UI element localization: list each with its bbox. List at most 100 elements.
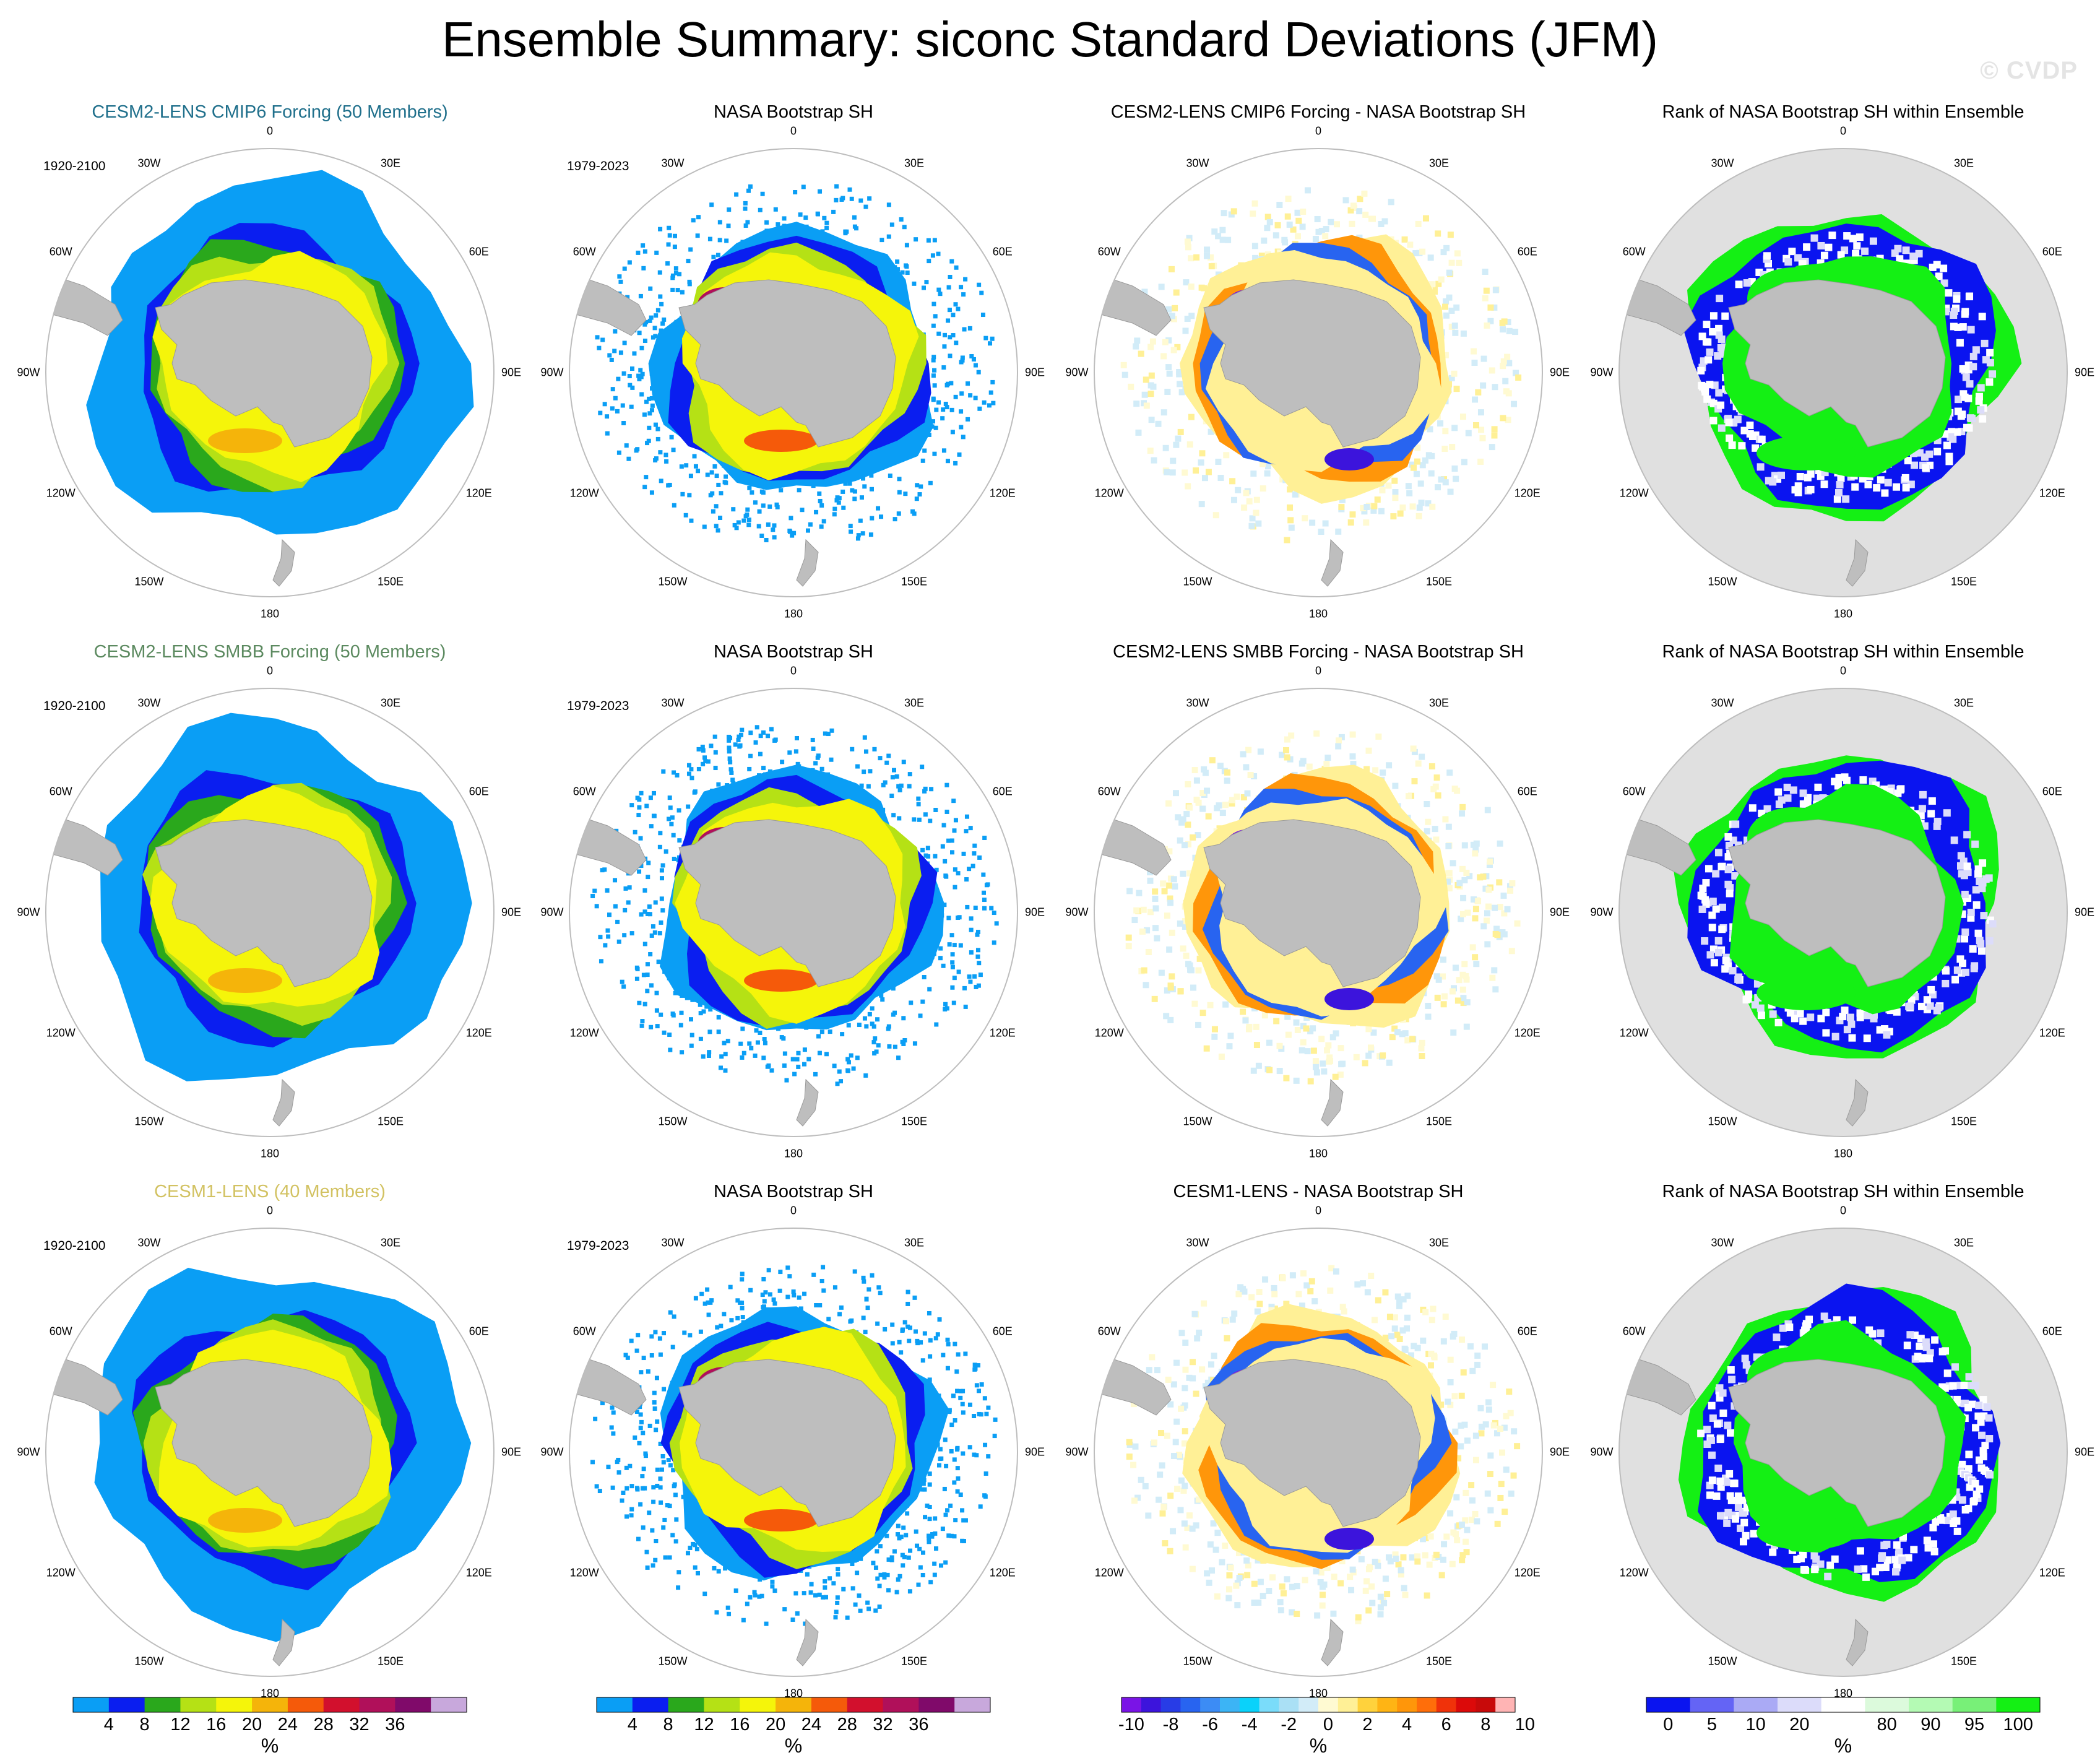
- longitude-label: 90E: [1024, 1445, 1045, 1458]
- sea-ice-cell: [722, 1312, 727, 1317]
- sea-ice-cell: [613, 904, 618, 909]
- sea-ice-cell: [705, 472, 710, 477]
- difference-cell: [1464, 999, 1471, 1006]
- sea-ice-cell: [845, 1057, 850, 1062]
- sea-ice-cell: [956, 969, 961, 974]
- sea-ice-cell: [667, 225, 672, 230]
- sea-ice-cell: [905, 271, 910, 275]
- rank-cell: [1778, 796, 1786, 804]
- difference-cell: [1185, 841, 1191, 847]
- sea-ice-cell: [665, 261, 670, 266]
- sea-ice-cell: [636, 1536, 641, 1541]
- difference-cell: [1360, 1280, 1367, 1287]
- difference-cell: [1382, 1575, 1389, 1582]
- sea-ice-cell: [897, 816, 902, 821]
- difference-cell: [1324, 1565, 1331, 1572]
- difference-cell: [1218, 1053, 1225, 1060]
- rank-cell: [1828, 232, 1836, 240]
- sea-ice-cell: [738, 1041, 743, 1046]
- rank-cell: [1702, 879, 1710, 887]
- difference-cell: [1189, 1359, 1196, 1366]
- sea-ice-cell: [642, 322, 647, 327]
- sea-ice-cell: [658, 294, 663, 299]
- longitude-label: 120W: [1094, 1566, 1124, 1579]
- longitude-label: 150E: [901, 575, 928, 588]
- difference-cell: [1188, 255, 1195, 262]
- sea-ice-cell: [790, 1057, 795, 1062]
- difference-cell: [1447, 1510, 1454, 1517]
- difference-cell: [1500, 358, 1507, 365]
- difference-cell: [1204, 246, 1211, 253]
- longitude-label: 180: [1833, 607, 1853, 620]
- sea-ice-cell: [682, 1330, 687, 1335]
- difference-cell: [1273, 232, 1279, 239]
- difference-cell: [1494, 1520, 1501, 1527]
- sea-ice-cell: [706, 1312, 711, 1317]
- difference-cell: [1338, 734, 1345, 740]
- difference-cell: [1419, 248, 1426, 255]
- sea-ice-cell: [934, 1546, 939, 1551]
- difference-cell: [1458, 1422, 1464, 1429]
- rank-cell: [1724, 880, 1732, 888]
- sea-ice-cell: [921, 1481, 926, 1486]
- sea-ice-cell: [703, 759, 708, 764]
- sea-ice-cell: [819, 766, 824, 771]
- sea-ice-cell: [989, 906, 994, 911]
- rank-cell: [1862, 1573, 1870, 1581]
- sea-ice-cell: [655, 1419, 660, 1424]
- difference-cell: [1404, 1293, 1411, 1299]
- longitude-label: 0: [1315, 124, 1322, 137]
- difference-cell: [1154, 935, 1160, 942]
- sea-ice-cell: [663, 453, 668, 457]
- sea-ice-cell: [642, 942, 647, 946]
- rank-cell: [1717, 401, 1725, 409]
- difference-cell: [1182, 1340, 1189, 1346]
- difference-cell: [1503, 1413, 1510, 1419]
- sea-ice-cell: [945, 1337, 950, 1342]
- rank-cell: [1979, 1447, 1987, 1455]
- sea-ice-cell: [659, 876, 664, 881]
- sea-ice-cell: [952, 943, 957, 948]
- difference-cell: [1475, 389, 1482, 396]
- rank-cell: [1940, 279, 1948, 287]
- sea-ice-cell: [676, 808, 681, 813]
- sea-ice-cell: [651, 1485, 656, 1490]
- sea-ice-cell: [740, 1271, 745, 1276]
- longitude-label: 60W: [573, 785, 596, 798]
- sea-ice-cell: [946, 381, 951, 386]
- difference-cell: [1454, 250, 1461, 257]
- sea-ice-cell: [972, 843, 977, 848]
- colorbar-tick-label: 4: [1402, 1715, 1412, 1735]
- sea-ice-cell: [740, 1277, 745, 1282]
- difference-cell: [1483, 917, 1490, 924]
- sea-ice-cell: [773, 207, 778, 212]
- sea-ice-cell: [850, 1562, 855, 1567]
- difference-cell: [1386, 1554, 1393, 1561]
- sea-ice-cell: [689, 1033, 694, 1037]
- sea-ice-cell: [758, 752, 763, 756]
- difference-cell: [1257, 748, 1264, 755]
- sea-ice-cell: [960, 355, 965, 360]
- colorbar-frame: [1121, 1697, 1516, 1713]
- difference-cell: [1146, 1367, 1152, 1374]
- sea-ice-cell: [927, 1482, 932, 1487]
- difference-cell: [1227, 1564, 1234, 1571]
- difference-cell: [1432, 783, 1439, 790]
- rank-cell: [1922, 1343, 1930, 1351]
- longitude-label: 150W: [658, 1115, 688, 1128]
- sea-ice-cell: [931, 355, 936, 360]
- difference-cell: [1264, 463, 1271, 470]
- sea-ice-cell: [639, 1370, 644, 1375]
- rank-cell: [1714, 1464, 1722, 1472]
- sea-ice-cell: [727, 738, 732, 743]
- sea-ice-cell: [847, 187, 852, 192]
- rank-cell: [1724, 865, 1732, 873]
- difference-cell: [1260, 485, 1266, 492]
- colorbar-swatch: [1121, 1697, 1142, 1712]
- difference-cell: [1419, 462, 1426, 469]
- difference-cell: [1242, 1017, 1249, 1024]
- sea-ice-cell: [957, 452, 962, 457]
- difference-cell: [1295, 217, 1302, 224]
- difference-cell: [1422, 215, 1429, 222]
- sea-ice-cell: [817, 491, 822, 496]
